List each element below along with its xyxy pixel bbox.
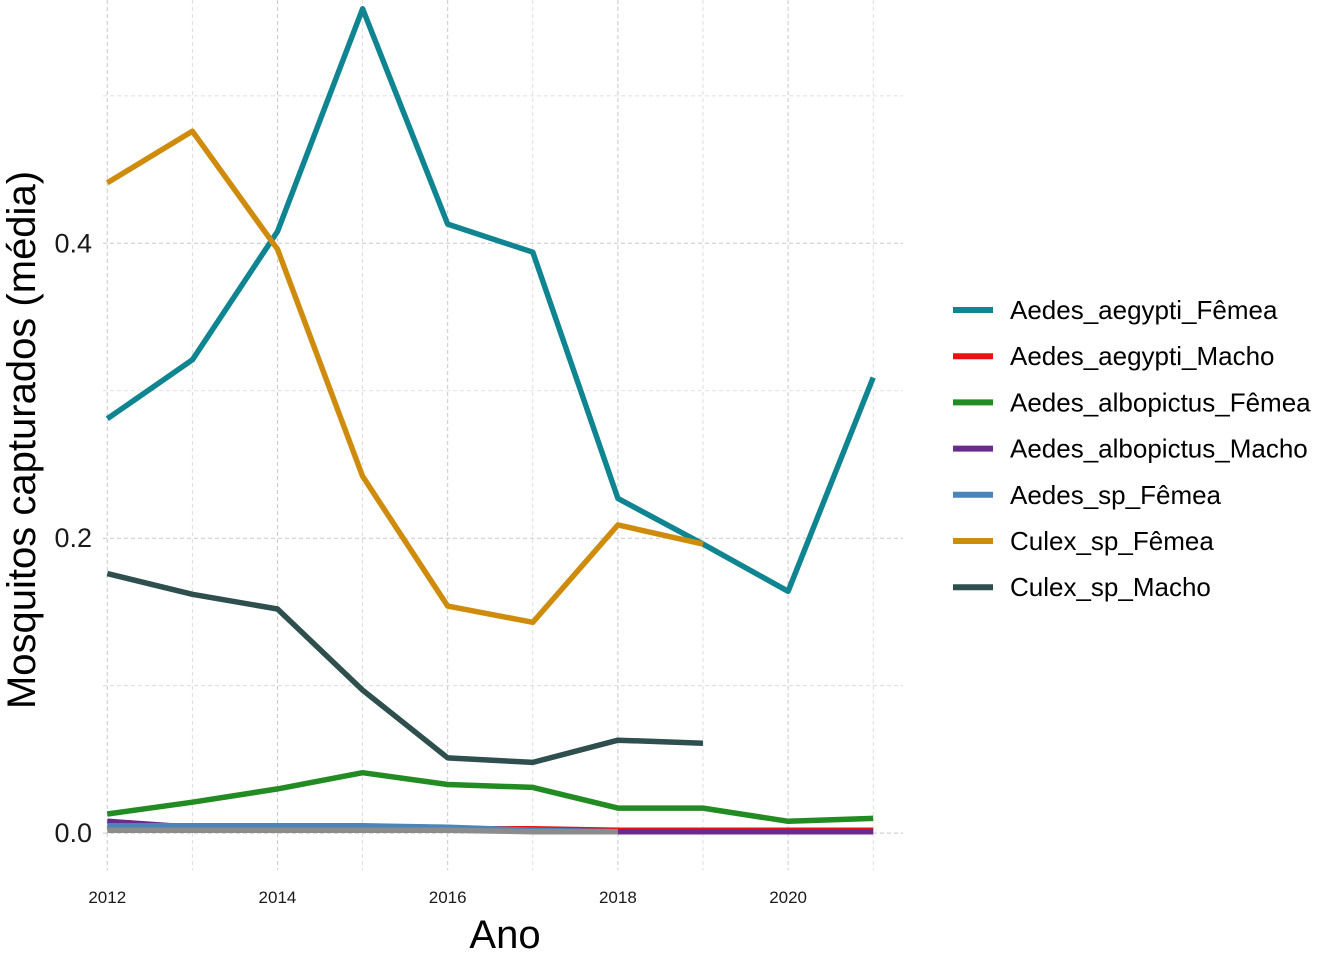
legend: Aedes_aegypti_Fêmea Aedes_aegypti_Macho Ae…: [953, 295, 1311, 602]
x-axis-title: Ano: [469, 913, 540, 957]
series-lines: [105, 6, 876, 835]
legend-label: Aedes_aegypti_Fêmea: [1010, 295, 1278, 325]
series-line-culex-sp-macho: [106, 570, 704, 766]
x-tick-label: 2018: [599, 888, 637, 907]
y-axis-title: Mosquitos capturados (média): [0, 171, 44, 709]
legend-label: Culex_sp_Fêmea: [1010, 526, 1214, 556]
y-tick-label: 0.4: [54, 228, 92, 258]
series-line-aedes-albopictus-f-mea: [106, 769, 874, 825]
legend-label: Aedes_albopictus_Fêmea: [1010, 387, 1311, 417]
series-line-aedes-aegypti-f-mea: [105, 6, 876, 595]
series-line-unlabeled-7: [107, 827, 618, 835]
x-tick-label: 2014: [259, 888, 297, 907]
x-tick-labels: 2012 2014 2016 2018 2020: [88, 888, 807, 907]
x-tick-label: 2012: [88, 888, 126, 907]
series-line-culex-sp-f-mea: [105, 128, 704, 626]
legend-label: Aedes_albopictus_Macho: [1010, 434, 1308, 464]
legend-label: Aedes_sp_Fêmea: [1010, 480, 1222, 510]
y-tick-label: 0.2: [54, 523, 92, 553]
grid-lines: [103, 0, 903, 870]
x-tick-label: 2016: [429, 888, 467, 907]
legend-label: Culex_sp_Macho: [1010, 572, 1211, 602]
y-tick-label: 0.0: [54, 818, 92, 848]
x-tick-label: 2020: [769, 888, 807, 907]
y-tick-labels: 0.0 0.2 0.4: [54, 228, 92, 848]
legend-label: Aedes_aegypti_Macho: [1010, 341, 1275, 371]
